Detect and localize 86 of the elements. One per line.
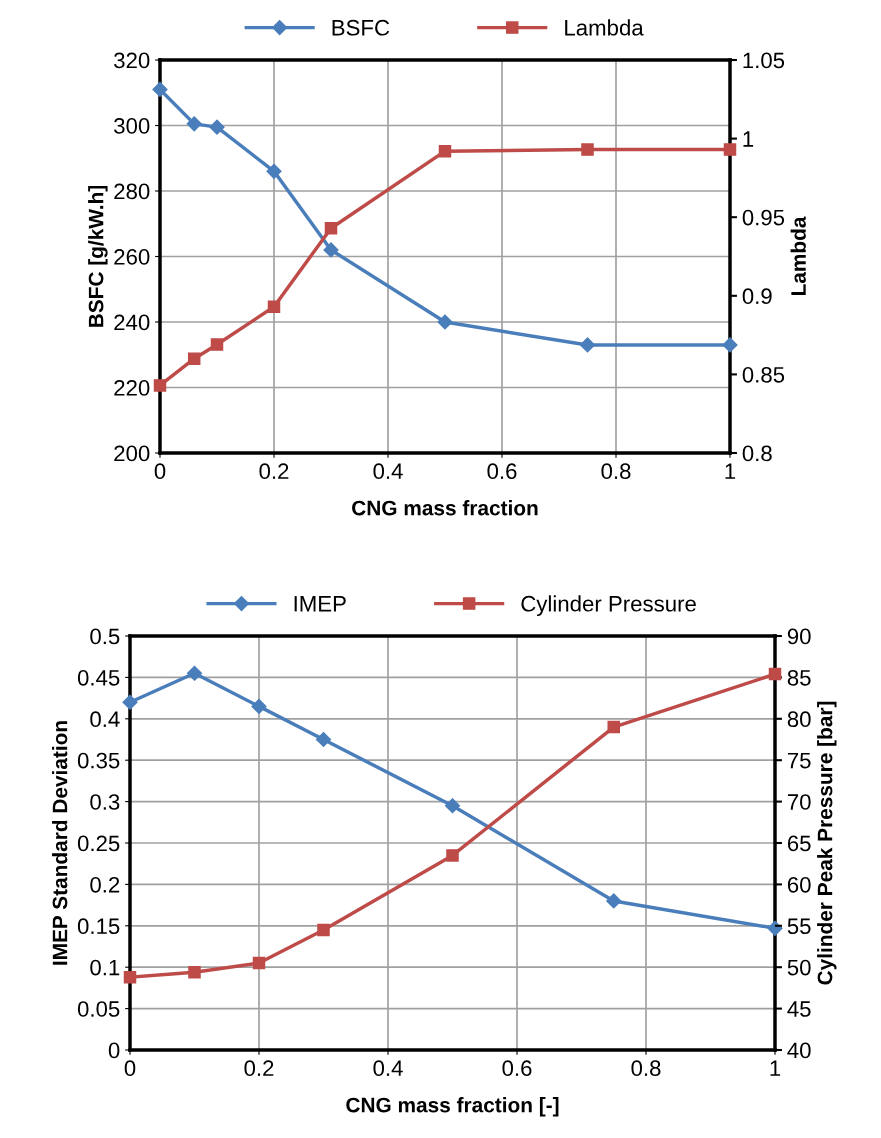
y-axis-title: BSFC [g/kW.h]	[88, 185, 108, 327]
point	[122, 694, 138, 710]
point	[123, 970, 137, 984]
y2-tick-label: 0.95	[742, 209, 785, 226]
point	[152, 81, 168, 98]
point	[153, 379, 167, 392]
x-tick-label: 0.4	[373, 463, 403, 480]
y-tick-label: 0.25	[77, 835, 120, 852]
y-tick-label: 0.15	[77, 918, 120, 935]
legend-label: Lambda	[565, 19, 644, 36]
point	[186, 665, 203, 681]
y2-tick-label: 85	[787, 669, 811, 686]
legend-label: IMEP	[294, 596, 346, 612]
y-tick-label: 280	[114, 183, 150, 200]
x-tick-label: 0.6	[487, 463, 517, 480]
x-tick-label: 0.2	[244, 1060, 274, 1077]
y-tick-label: 0.2	[90, 876, 120, 893]
point	[315, 731, 332, 748]
point	[767, 920, 783, 936]
y-tick-label: 260	[114, 249, 150, 265]
y-tick-label: 200	[114, 445, 150, 462]
point	[446, 849, 459, 862]
x-tick-label: 0.6	[502, 1060, 532, 1077]
point	[209, 119, 225, 135]
point	[186, 116, 202, 132]
y2-tick-label: 70	[787, 794, 811, 810]
point	[187, 352, 201, 365]
x-axis-title: CNG mass fraction	[352, 500, 538, 516]
y2-tick-label: 50	[787, 959, 811, 976]
y-tick-label: 0	[108, 1042, 120, 1059]
y2-tick-label: 55	[787, 918, 811, 935]
point	[444, 798, 461, 814]
y-tick-label: 0.35	[77, 752, 120, 769]
y2-tick-label: 40	[787, 1042, 811, 1059]
point	[606, 893, 622, 909]
point	[581, 143, 594, 156]
y2-tick-label: 80	[787, 711, 811, 728]
legend-label: BSFC	[332, 19, 390, 36]
point	[188, 965, 201, 979]
point	[267, 300, 281, 314]
point	[317, 923, 330, 937]
point	[251, 698, 267, 714]
y2-axis-title: Lambda	[790, 216, 806, 296]
point	[722, 337, 738, 353]
point	[252, 956, 266, 970]
legend-label: Cylinder Pressure	[521, 595, 696, 616]
x-axis-title: CNG mass fraction [-]	[346, 1097, 559, 1117]
y2-tick-label: 1	[743, 131, 754, 147]
y2-tick-label: 45	[787, 1001, 811, 1017]
point	[607, 720, 621, 734]
y-tick-label: 0.4	[90, 711, 120, 728]
point	[437, 314, 453, 330]
y-tick-label: 0.3	[90, 794, 120, 810]
x-tick-label: 0.8	[631, 1060, 661, 1077]
point	[210, 338, 224, 351]
point	[323, 242, 339, 258]
point	[723, 143, 737, 156]
x-tick-label: 0.8	[601, 463, 631, 480]
point	[579, 337, 596, 353]
y-tick-label: 320	[114, 52, 150, 69]
y2-tick-label: 0.8	[742, 445, 772, 462]
y2-axis-title: Cylinder Peak Pressure [bar]	[817, 701, 837, 985]
y-axis-title: IMEP Standard Deviation	[52, 721, 68, 965]
y2-tick-label: 60	[787, 876, 811, 893]
x-tick-label: 0.4	[373, 1060, 403, 1077]
x-tick-label: 1	[770, 1060, 781, 1076]
point	[438, 144, 452, 158]
y-tick-label: 0.5	[90, 628, 120, 645]
y-tick-label: 0.05	[77, 1001, 120, 1017]
y2-tick-label: 1.05	[743, 52, 785, 69]
y2-tick-label: 75	[787, 752, 811, 769]
y2-tick-label: 0.9	[742, 288, 772, 305]
x-tick-label: 1	[725, 463, 736, 479]
y-tick-label: 240	[114, 314, 150, 331]
x-tick-label: 0.2	[259, 463, 289, 480]
point	[768, 667, 782, 681]
x-tick-label: 0	[154, 463, 166, 480]
y-tick-label: 300	[114, 118, 150, 134]
y-tick-label: 0.45	[77, 669, 120, 686]
y2-tick-label: 65	[787, 835, 811, 852]
y2-tick-label: 90	[787, 628, 811, 645]
y-tick-label: 0.1	[90, 959, 120, 976]
point	[266, 163, 282, 179]
y-tick-label: 220	[114, 380, 150, 396]
y2-tick-label: 0.85	[742, 366, 785, 383]
point	[324, 221, 338, 235]
